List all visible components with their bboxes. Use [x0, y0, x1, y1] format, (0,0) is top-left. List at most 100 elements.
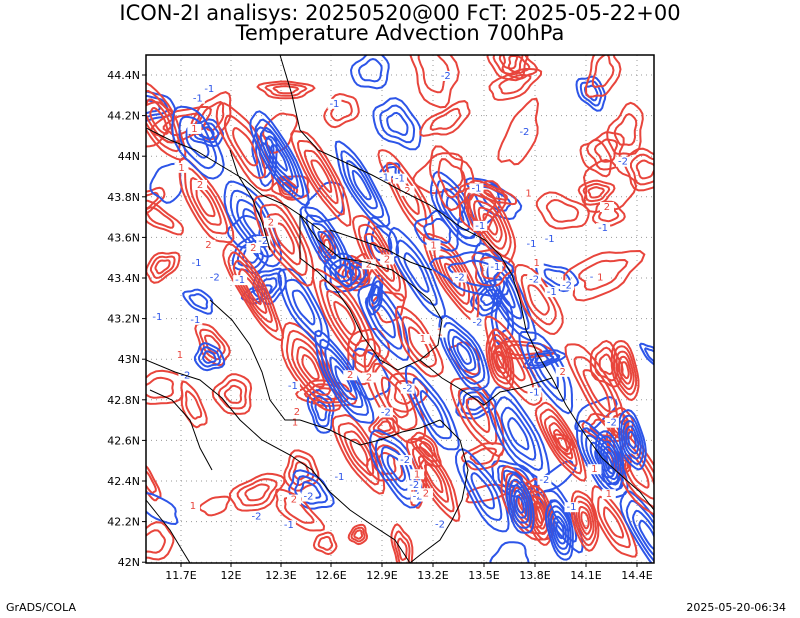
lon-tick-label: 12.3E — [265, 569, 296, 582]
warm-advection-contour — [272, 85, 300, 95]
contour-value-label: -1 — [567, 502, 577, 513]
cold-advection-contour — [500, 406, 537, 461]
cold-advection-contour — [305, 214, 348, 279]
contour-value-label: -2 — [607, 418, 617, 429]
contour-value-label: 1 — [420, 334, 426, 345]
lat-tick-label: 42.8N — [107, 394, 140, 407]
contour-value-label: -2 — [435, 519, 445, 530]
cold-advection-contour — [259, 126, 299, 190]
warm-advection-contour — [363, 348, 427, 444]
warm-advection-contour — [582, 369, 611, 413]
cold-advection-contour — [395, 239, 438, 306]
cold-advection-contour — [387, 226, 446, 320]
warm-advection-contour — [146, 199, 184, 236]
warm-advection-contour — [146, 470, 157, 494]
cold-advection-contour — [627, 430, 637, 450]
warm-advection-contour — [486, 55, 529, 82]
cold-advection-contour — [314, 400, 328, 422]
warm-advection-contour — [419, 100, 471, 137]
cold-advection-contour — [328, 258, 361, 288]
contour-value-label: 1 — [534, 258, 540, 269]
cold-advection-contour — [518, 330, 574, 415]
warm-advection-contour — [380, 376, 409, 419]
warm-advection-contour — [290, 130, 352, 227]
cold-advection-contour — [372, 97, 422, 151]
cold-advection-contour — [351, 169, 372, 201]
contour-value-label: 2 — [366, 372, 372, 383]
cold-advection-contour — [323, 252, 368, 294]
advection-contours: -1-2-2-2-22-21-1-212-2211-221-2-212-1-12… — [146, 55, 654, 563]
warm-advection-contour — [570, 490, 600, 552]
contour-value-label: 1 — [190, 501, 196, 512]
cold-advection-contour — [340, 150, 385, 219]
contour-value-label: 1 — [191, 124, 197, 135]
cold-advection-contour — [319, 338, 370, 416]
contour-value-label: -1 — [334, 472, 344, 483]
generation-timestamp: 2025-05-20-06:34 — [686, 601, 786, 614]
cold-advection-contour — [447, 328, 481, 379]
cold-advection-contour — [510, 484, 530, 524]
contour-value-label: -2 — [210, 273, 220, 284]
cold-advection-contour — [379, 104, 416, 144]
warm-advection-contour — [227, 251, 279, 333]
contour-value-label: 2 — [347, 370, 353, 381]
warm-advection-contour — [457, 180, 507, 235]
contour-value-label: 2 — [268, 218, 274, 229]
contour-value-label: 1 — [525, 189, 531, 200]
cold-advection-contour — [505, 473, 535, 534]
warm-advection-contour — [146, 89, 181, 153]
latitude-axis: 44.4N 44.2N 44N 43.8N 43.6N 43.4N 43.2N 43N 42.8… — [107, 69, 146, 569]
longitude-axis: 11.7E 12E 12.3E 12.6E 12.9E 13.2E 13.5E 13.8E 14… — [165, 563, 653, 582]
cold-advection-contour — [317, 230, 337, 260]
contour-value-label: -2 — [455, 272, 465, 283]
warm-advection-contour — [203, 334, 221, 355]
contour-value-label: -2 — [409, 480, 419, 491]
cold-advection-contour — [456, 342, 472, 366]
cold-advection-contour — [299, 206, 353, 288]
contour-value-label: -1 — [190, 315, 200, 326]
warm-advection-contour — [347, 523, 369, 546]
warm-advection-contour — [337, 422, 380, 486]
contour-value-label: -2 — [180, 371, 190, 382]
warm-advection-contour — [488, 68, 543, 101]
cold-advection-contour — [512, 489, 528, 519]
warm-advection-contour — [266, 212, 302, 266]
warm-advection-contour — [232, 259, 273, 324]
border-line — [329, 229, 433, 271]
lon-tick-label: 14.4E — [621, 569, 652, 582]
warm-advection-contour — [591, 485, 638, 558]
border-line — [209, 299, 300, 421]
cold-advection-contour — [413, 209, 460, 252]
warm-advection-contour — [539, 408, 583, 475]
cold-advection-contour — [311, 222, 342, 270]
contour-value-label: -1 — [598, 223, 608, 234]
warm-advection-contour — [396, 537, 408, 561]
contour-value-label: 1 — [292, 417, 298, 428]
lat-tick-label: 42.6N — [107, 434, 140, 447]
warm-advection-contour — [527, 284, 550, 316]
warm-advection-contour — [385, 161, 428, 228]
warm-advection-contour — [407, 326, 431, 359]
warm-advection-contour — [615, 350, 635, 391]
contour-value-label: 2 — [384, 255, 390, 266]
cold-advection-contour — [368, 280, 382, 311]
warm-advection-contour — [146, 521, 175, 561]
warm-advection-contour — [579, 138, 613, 178]
lon-tick-label: 12.6E — [315, 569, 346, 582]
border-line — [146, 359, 411, 563]
warm-advection-contour — [377, 149, 435, 242]
cold-advection-contour — [552, 515, 567, 545]
warm-advection-contour — [393, 380, 420, 405]
cold-advection-contour — [435, 179, 477, 240]
warm-advection-contour — [198, 495, 231, 517]
lon-tick-label: 11.7E — [165, 569, 196, 582]
cold-advection-contour — [442, 321, 486, 385]
contour-value-label: 1 — [177, 350, 183, 361]
contour-value-label: -2 — [381, 407, 391, 418]
cold-advection-contour — [445, 196, 465, 223]
warm-advection-contour — [612, 431, 654, 509]
warm-advection-contour — [223, 384, 243, 404]
lon-tick-label: 13.2E — [417, 569, 448, 582]
cold-advection-contour — [182, 288, 214, 315]
warm-advection-contour — [449, 376, 505, 457]
